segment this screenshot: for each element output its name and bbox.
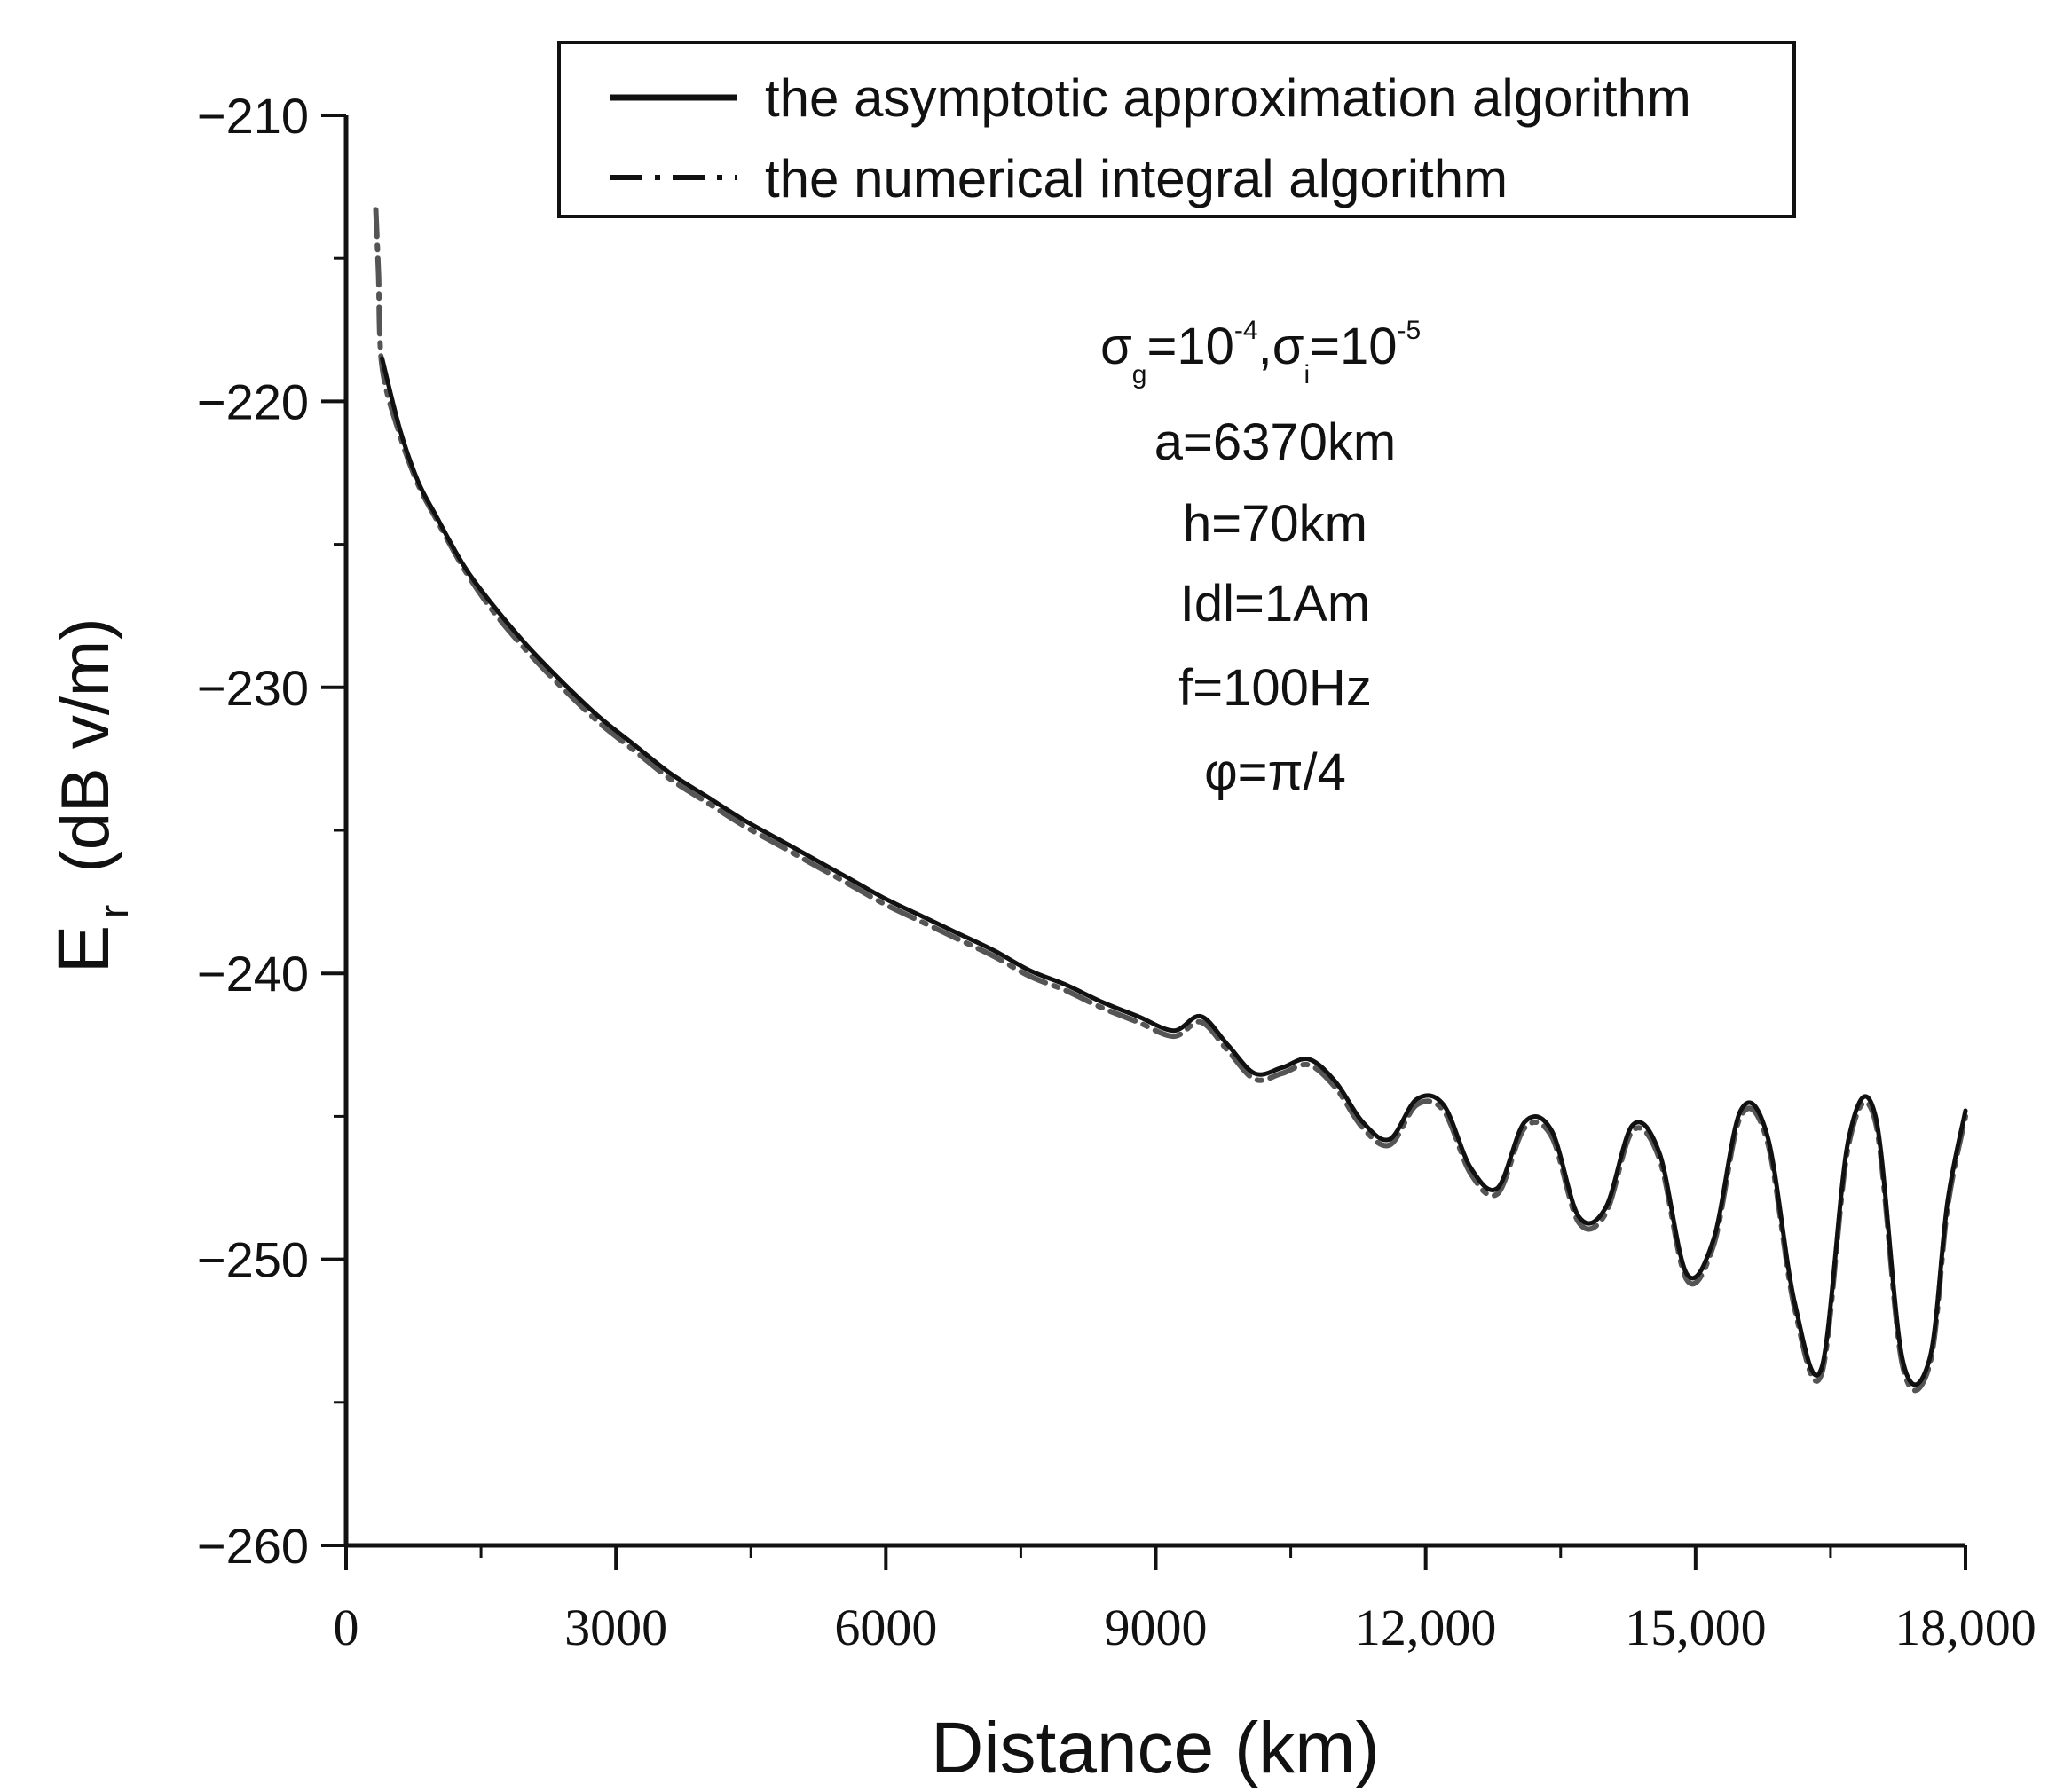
y-tick-label: −220 xyxy=(197,373,309,429)
axes xyxy=(343,115,1965,1548)
y-tick-label: −240 xyxy=(197,946,309,1002)
sigma-g-exp: -4 xyxy=(1234,316,1258,345)
y-tick-label: −250 xyxy=(197,1232,309,1288)
x-tick-label: 6000 xyxy=(834,1599,937,1656)
x-tick-label: 9000 xyxy=(1105,1599,1208,1656)
y-tick-labels: −210 −220 −230 −240 −250 −260 xyxy=(197,88,309,1574)
y-axis-title-main: E xyxy=(43,925,124,974)
legend-label-numerical: the numerical integral algorithm xyxy=(765,149,1508,208)
y-axis-title-sub: r xyxy=(91,905,137,918)
series-line-numerical xyxy=(373,207,1968,1394)
annotation-frequency: f=100Hz xyxy=(1178,659,1372,717)
sigma-i-eq: =10 xyxy=(1310,318,1397,375)
annotation-height: h=70km xyxy=(1183,495,1367,553)
sigma-comma: , xyxy=(1258,318,1272,375)
y-axis-title-units: (dB v/m) xyxy=(48,617,123,872)
sigma-annotation: σg=10-4,σi=10-5 xyxy=(1100,316,1421,389)
x-axis-title: Distance (km) xyxy=(931,1708,1380,1788)
x-tick-labels: 0 3000 6000 9000 12,000 15,000 18,000 xyxy=(334,1599,2036,1656)
x-tick-label: 12,000 xyxy=(1355,1599,1497,1656)
sigma-i-symbol: σ xyxy=(1272,318,1304,375)
y-tick-label: −260 xyxy=(197,1518,309,1574)
y-tick-label: −210 xyxy=(197,88,309,144)
sigma-i-exp: -5 xyxy=(1398,316,1422,345)
x-tick-label: 18,000 xyxy=(1895,1599,2036,1656)
y-tick-label: −230 xyxy=(197,660,309,716)
sigma-i-sub: i xyxy=(1304,360,1310,389)
series-layer xyxy=(373,207,1968,1394)
parameter-annotations: σg=10-4,σi=10-5 a=6370km h=70km Idl=1Am … xyxy=(1100,316,1421,801)
x-tick-label: 15,000 xyxy=(1625,1599,1767,1656)
sigma-g-eq: =10 xyxy=(1146,318,1233,375)
sigma-g-symbol: σ xyxy=(1100,318,1132,375)
legend: the asymptotic approximation algorithm t… xyxy=(557,41,1796,218)
x-tick-label: 0 xyxy=(334,1599,359,1656)
axis-ticks xyxy=(321,114,1967,1570)
sigma-g-sub: g xyxy=(1132,360,1147,389)
legend-box xyxy=(557,41,1796,218)
legend-label-asymptotic: the asymptotic approximation algorithm xyxy=(765,68,1691,128)
annotation-dipole-moment: Idl=1Am xyxy=(1180,575,1370,633)
y-axis-title: E r (dB v/m) xyxy=(43,617,137,973)
annotation-angle: φ=π/4 xyxy=(1204,743,1346,801)
annotation-radius: a=6370km xyxy=(1154,413,1396,471)
x-tick-label: 3000 xyxy=(564,1599,667,1656)
series-line-asymptotic xyxy=(380,356,1968,1387)
